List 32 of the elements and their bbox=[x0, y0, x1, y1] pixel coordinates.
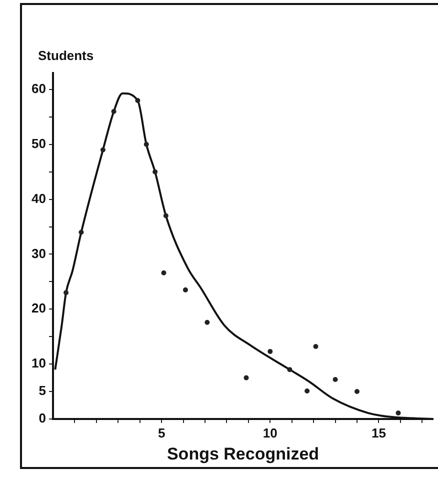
point bbox=[100, 147, 106, 152]
point bbox=[287, 367, 292, 372]
point bbox=[244, 375, 249, 380]
point bbox=[313, 344, 318, 350]
y-axis-title: Students bbox=[38, 48, 94, 64]
point bbox=[144, 142, 149, 147]
x-tick-label: 10 bbox=[262, 425, 278, 440]
y-tick-label: 60 bbox=[32, 81, 46, 96]
y-tick-label: 20 bbox=[32, 300, 46, 316]
point bbox=[396, 410, 401, 416]
x-tick-label: 5 bbox=[158, 425, 166, 440]
y-tick-label: 10 bbox=[32, 356, 46, 371]
point bbox=[152, 169, 158, 174]
point bbox=[78, 230, 84, 235]
point bbox=[64, 290, 69, 296]
x-axis-title: Songs Recognized bbox=[166, 444, 320, 464]
point bbox=[135, 98, 140, 103]
y-tick-label: 50 bbox=[32, 136, 46, 151]
y-tick-label: 0 bbox=[38, 410, 46, 426]
point bbox=[163, 213, 168, 218]
point bbox=[354, 389, 360, 394]
point bbox=[161, 270, 166, 276]
point bbox=[268, 348, 273, 354]
point bbox=[182, 287, 188, 292]
x-tick-label: 15 bbox=[371, 425, 386, 440]
y-tick-label: 30 bbox=[32, 246, 46, 261]
point bbox=[304, 388, 310, 394]
point bbox=[204, 320, 210, 325]
point bbox=[111, 108, 116, 114]
point bbox=[332, 376, 338, 382]
y-tick-label: 5 bbox=[38, 383, 46, 398]
y-tick-label: 40 bbox=[32, 190, 46, 206]
